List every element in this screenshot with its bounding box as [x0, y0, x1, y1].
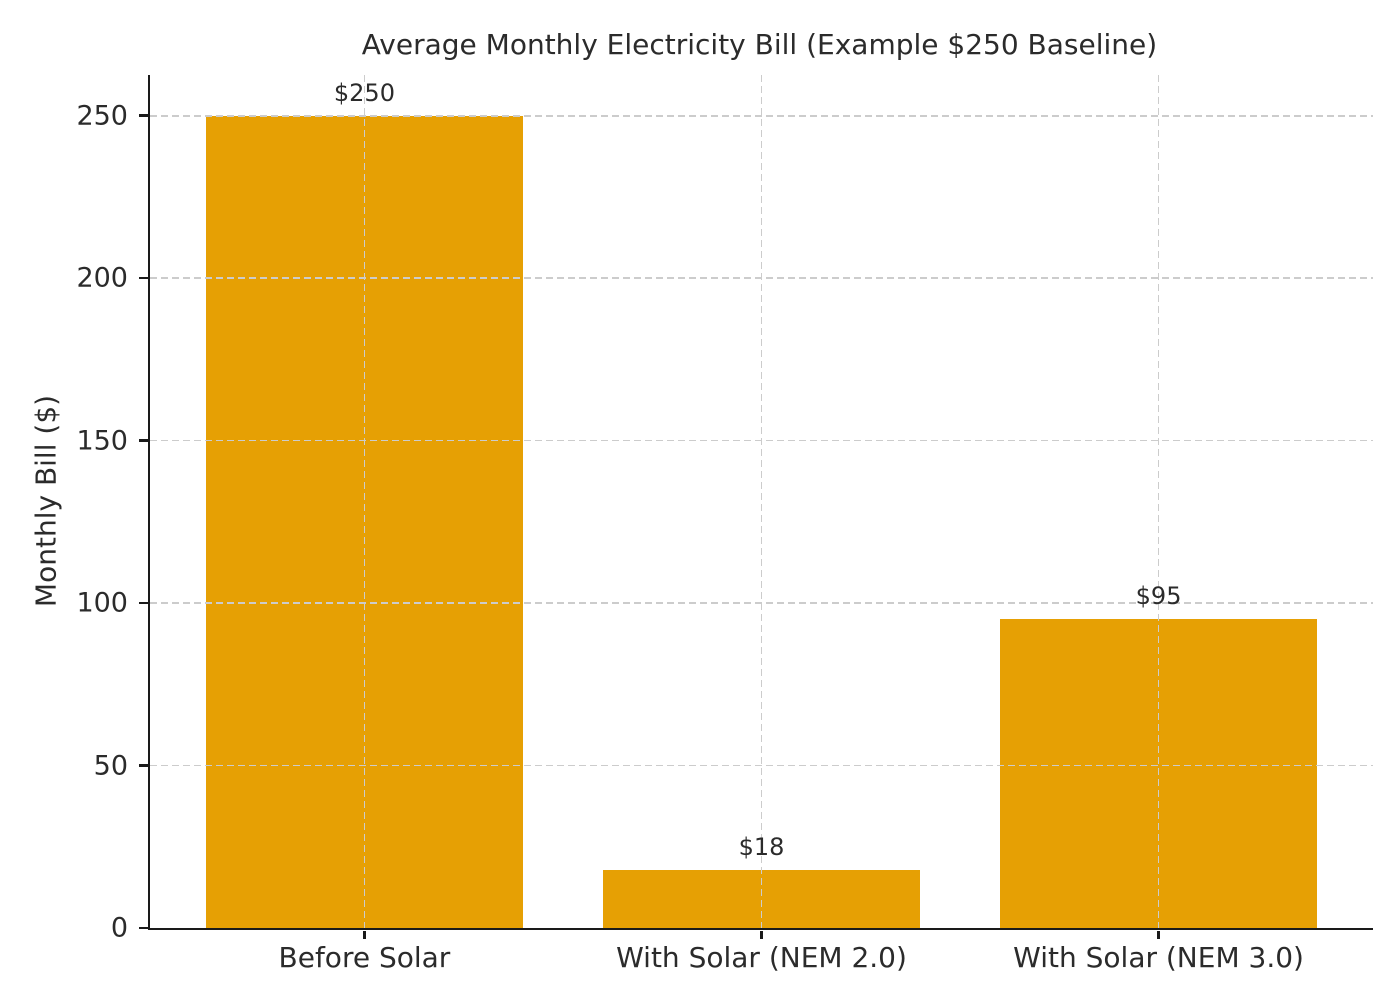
- bar: [205, 115, 524, 928]
- y-tick-label: 250: [76, 100, 128, 132]
- y-tick-mark: [139, 926, 148, 930]
- y-tick-label: 50: [93, 750, 128, 782]
- gridline-vertical: [760, 75, 763, 928]
- y-tick-mark: [139, 764, 148, 767]
- bar: [999, 619, 1318, 928]
- x-category-label: With Solar (NEM 3.0): [1013, 941, 1304, 974]
- y-tick-mark: [139, 601, 148, 605]
- y-tick-label: 100: [76, 587, 128, 619]
- y-tick-label: 0: [110, 912, 128, 944]
- bar-value-label: $250: [333, 78, 395, 107]
- y-tick-mark: [139, 439, 148, 442]
- x-tick-mark: [1157, 930, 1160, 939]
- y-tick-label: 150: [76, 425, 128, 457]
- y-tick-label: 200: [76, 262, 128, 294]
- x-category-label: Before Solar: [278, 941, 451, 974]
- y-tick-mark: [139, 276, 148, 280]
- bar-value-label: $95: [1135, 582, 1182, 611]
- bar-value-label: $18: [738, 832, 785, 861]
- x-tick-mark: [760, 930, 763, 939]
- y-axis-label: Monthly Bill ($): [29, 394, 63, 608]
- bar: [602, 869, 921, 928]
- x-tick-mark: [363, 930, 366, 939]
- plot-area: 0 50 100 150 200 250 $250 Before Solar $18 With S…: [76, 75, 1373, 974]
- y-tick-mark: [139, 114, 148, 117]
- chart-title: Average Monthly Electricity Bill (Exampl…: [361, 28, 1158, 61]
- x-category-label: With Solar (NEM 2.0): [616, 941, 907, 974]
